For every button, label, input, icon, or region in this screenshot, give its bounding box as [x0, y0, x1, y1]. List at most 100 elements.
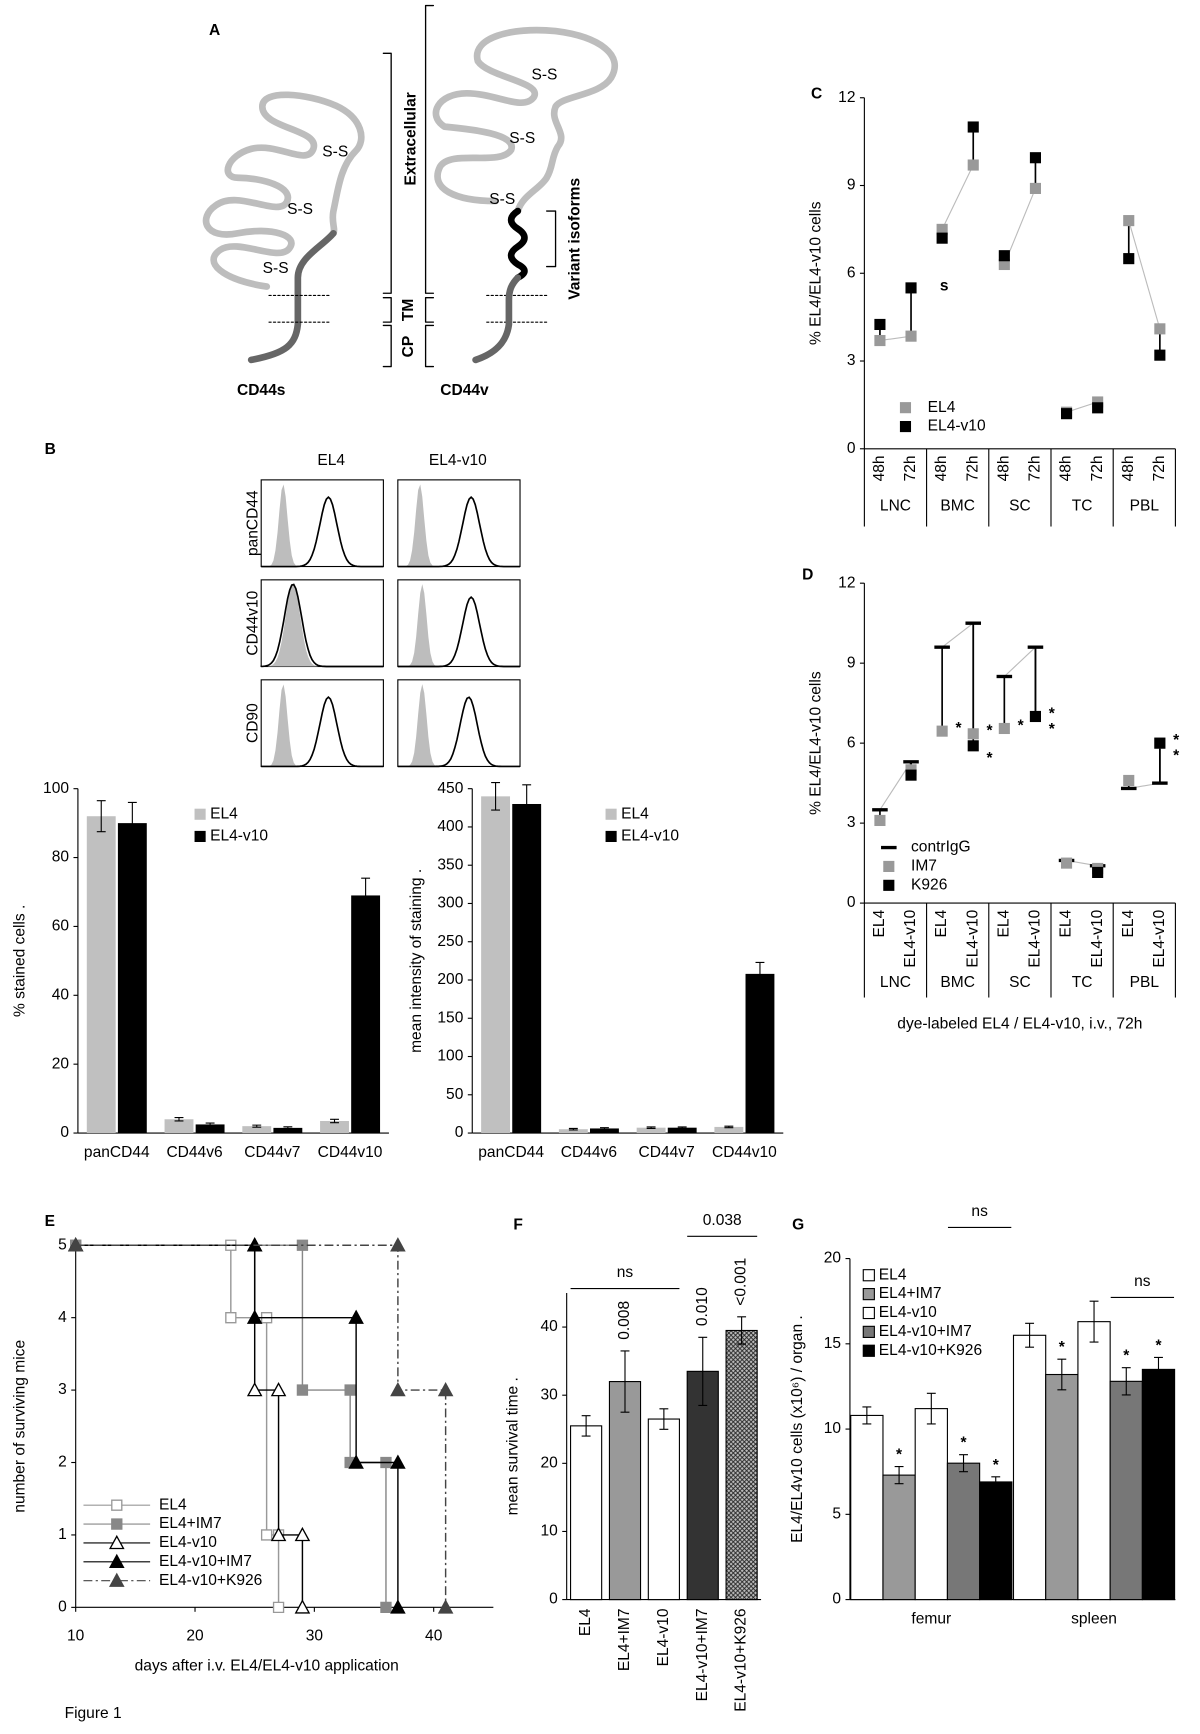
point: [344, 1384, 356, 1396]
point: [1123, 215, 1135, 227]
y-tick-label: 200: [437, 971, 463, 988]
x-tick-label: EL4-v10: [902, 909, 919, 967]
x-tick-label: 72h: [964, 455, 981, 481]
column-label: EL4-v10: [429, 452, 487, 469]
error-bar: [205, 1122, 215, 1127]
legend-swatch: [194, 830, 206, 843]
bar: [195, 1124, 225, 1134]
point: [1060, 857, 1073, 869]
point: [874, 334, 886, 347]
region-label: TM: [400, 299, 417, 321]
legend-marker: [111, 1518, 123, 1530]
point: [1154, 737, 1166, 749]
error-bar: [926, 1392, 936, 1425]
bond-label: S-S: [322, 143, 348, 160]
bond-label: S-S: [263, 260, 289, 277]
significance: *: [1173, 748, 1180, 765]
y-tick-label: 300: [437, 895, 463, 912]
panel-letter: D: [802, 567, 813, 584]
legend-marker: [883, 860, 895, 872]
legend-label: EL4-v10+IM7: [159, 1553, 252, 1570]
p-value: <0.001: [733, 1258, 750, 1306]
significance: *: [955, 720, 962, 737]
y-tick-label: 350: [437, 856, 463, 873]
y-tick-label: 80: [52, 849, 70, 866]
legend-label: IM7: [911, 858, 937, 875]
point: [905, 769, 917, 781]
significance: *: [1155, 1337, 1162, 1354]
point: [380, 1601, 392, 1614]
point: [936, 223, 948, 235]
error-bar: [1154, 1356, 1163, 1382]
bracket-label: ns: [971, 1203, 988, 1220]
bar: [590, 1128, 619, 1134]
x-tick-label: EL4: [1058, 909, 1075, 937]
y-tick-label: 0: [832, 1591, 841, 1608]
point: [348, 1309, 364, 1324]
isotype-peak: [397, 684, 521, 767]
x-tick-label: 48h: [1120, 455, 1137, 481]
bond-label: S-S: [489, 191, 515, 208]
y-axis-label: EL4/EL4v10 cells (x10⁶) / organ .: [789, 1315, 806, 1543]
y-axis-label: % stained cells .: [11, 905, 28, 1017]
y-tick-label: 3: [847, 352, 856, 369]
bar: [1109, 1380, 1143, 1601]
error-bar: [330, 1118, 339, 1124]
point: [905, 282, 917, 294]
point: [1092, 866, 1104, 878]
point: [270, 1382, 287, 1397]
x-tick-label: EL4-v10: [964, 909, 981, 967]
y-axis-label: mean intensity of staining .: [408, 869, 425, 1053]
point: [1123, 774, 1135, 787]
legend-label: EL4-v10: [879, 1304, 937, 1321]
x-tick-label: 10: [67, 1627, 85, 1644]
group-label: TC: [1072, 498, 1093, 515]
isotype-peak: [397, 484, 521, 567]
legend-label: EL4-v10: [210, 828, 268, 845]
point: [270, 1526, 287, 1542]
bar: [351, 895, 381, 1134]
point: [905, 330, 917, 342]
y-axis-label: % EL4/EL4-v10 cells: [808, 671, 825, 815]
bar: [1012, 1334, 1047, 1601]
y-tick-label: 0: [58, 1598, 67, 1615]
legend-marker: [109, 1553, 125, 1569]
bar: [608, 1381, 642, 1601]
x-tick-label: EL4: [871, 909, 888, 937]
error-bar: [491, 782, 501, 811]
y-tick-label: 0: [847, 894, 856, 911]
cd44v-membrane: [472, 274, 522, 364]
point: [1154, 323, 1166, 335]
staining-peak: [261, 496, 384, 568]
legend-label: EL4: [210, 805, 238, 822]
y-tick-label: 20: [540, 1454, 558, 1471]
x-axis-label: days after i.v. EL4/EL4-v10 application: [135, 1657, 399, 1674]
legend-label: contrIgG: [911, 839, 971, 856]
point: [967, 121, 979, 133]
bracket-label: 0.038: [703, 1212, 742, 1229]
y-tick-label: 100: [43, 780, 69, 797]
y-tick-label: 30: [540, 1386, 558, 1403]
point: [1029, 182, 1041, 194]
significance: *: [987, 750, 994, 767]
point: [294, 1599, 311, 1614]
legend-marker: [111, 1499, 123, 1511]
figure-label: Figure 1: [65, 1705, 122, 1722]
connector: [1128, 220, 1161, 329]
panel-letter: G: [792, 1216, 804, 1233]
error-bar: [522, 784, 532, 824]
error-bar: [659, 1408, 669, 1430]
error-bar: [1025, 1322, 1035, 1348]
connector: [941, 164, 974, 230]
variant-label: Variant isoforms: [567, 178, 584, 300]
point: [874, 814, 886, 827]
significance: *: [896, 1447, 903, 1464]
error-bar: [755, 961, 765, 986]
error-bar: [127, 801, 137, 845]
x-tick-label: spleen: [1071, 1611, 1117, 1628]
x-tick-label: 48h: [933, 455, 950, 481]
x-tick-label: 48h: [995, 455, 1012, 481]
error-bar: [1089, 1300, 1099, 1343]
error-bar: [174, 1116, 184, 1122]
legend-marker: [883, 879, 895, 891]
